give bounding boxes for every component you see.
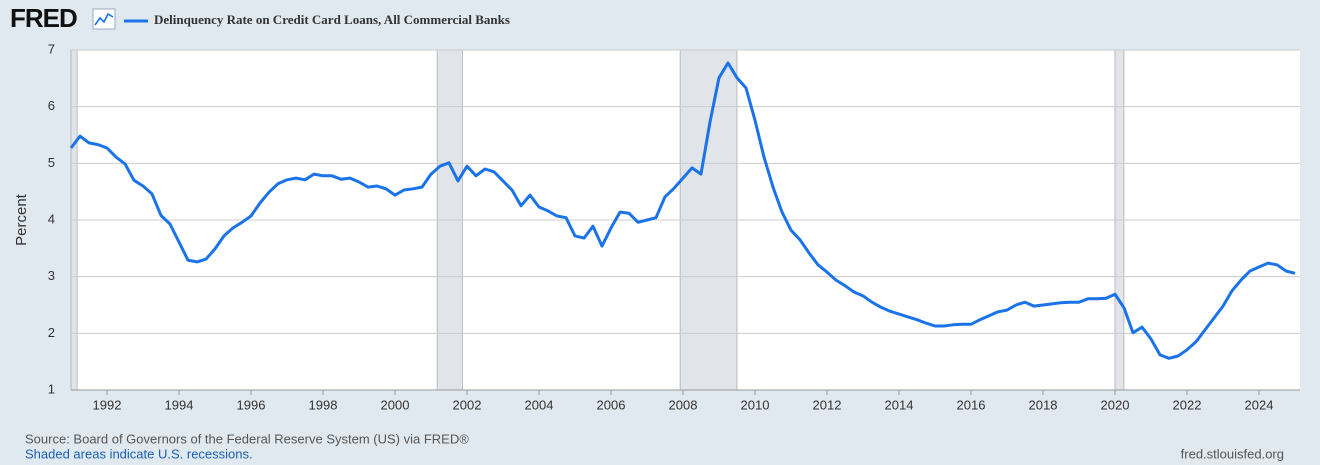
source-note: Source: Board of Governors of the Federa… [25, 431, 469, 446]
y-tick-label: 4 [48, 211, 55, 226]
x-tick-label: 1998 [309, 397, 338, 412]
site-url[interactable]: fred.stlouisfed.org [1181, 446, 1284, 461]
x-tick-label: 2010 [741, 397, 770, 412]
legend-label: Delinquency Rate on Credit Card Loans, A… [154, 12, 510, 27]
x-tick-label: 2000 [381, 397, 410, 412]
x-tick-label: 2006 [597, 397, 626, 412]
x-tick-label: 2016 [957, 397, 986, 412]
y-tick-label: 2 [48, 325, 55, 340]
y-tick-label: 7 [48, 41, 55, 56]
x-tick-label: 2004 [525, 397, 554, 412]
y-axis-label: Percent [13, 193, 30, 246]
x-tick-label: 2012 [813, 397, 842, 412]
x-tick-label: 2008 [669, 397, 698, 412]
x-tick-label: 1994 [165, 397, 194, 412]
logo-icon [92, 8, 116, 30]
data-line [69, 61, 1296, 360]
y-tick-label: 1 [48, 381, 55, 396]
x-tick-label: 2024 [1245, 397, 1274, 412]
x-tick-label: 2020 [1101, 397, 1130, 412]
y-tick-label: 6 [48, 98, 55, 113]
x-tick-label: 2018 [1029, 397, 1058, 412]
x-tick-label: 2022 [1173, 397, 1202, 412]
y-tick-label: 5 [48, 155, 55, 170]
recession-note[interactable]: Shaded areas indicate U.S. recessions. [25, 446, 253, 461]
x-tick-label: 2002 [453, 397, 482, 412]
x-tick-label: 1996 [237, 397, 266, 412]
y-tick-label: 3 [48, 268, 55, 283]
x-tick-label: 2014 [885, 397, 914, 412]
brand-logo[interactable]: FRED [10, 3, 78, 33]
x-tick-label: 1992 [93, 397, 122, 412]
